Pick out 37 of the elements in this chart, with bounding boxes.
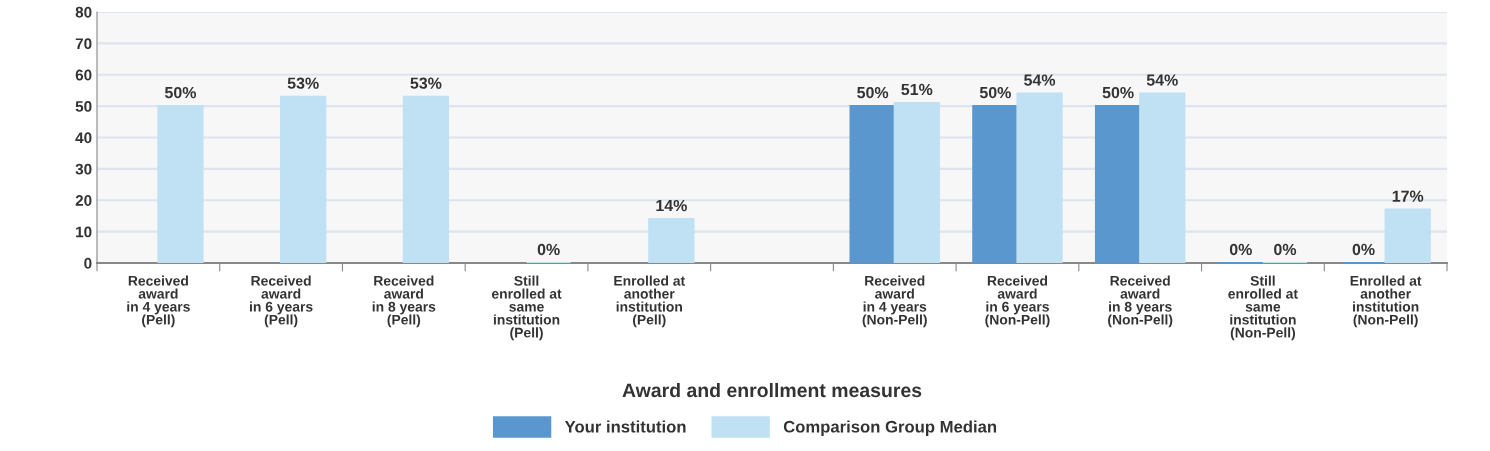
y-tick-label: 70: [75, 38, 92, 50]
data-label: 0%: [1274, 243, 1297, 256]
x-tick-label: Still enrolled at same institution (Pell): [491, 275, 562, 341]
y-tick-label: 30: [75, 163, 92, 175]
x-tick-label: Enrolled at another institution (Non-Pell): [1350, 275, 1422, 328]
x-axis-title: Award and enrollment measures: [622, 382, 922, 398]
y-tick-label: 60: [75, 69, 92, 81]
y-tick-label: 40: [75, 132, 92, 144]
x-tick-label: Received award in 6 years (Non-Pell): [985, 275, 1050, 328]
data-label: 14%: [656, 199, 687, 212]
data-label: 51%: [901, 83, 933, 96]
x-tick-label: Received award in 4 years (Pell): [127, 275, 190, 328]
data-label: 50%: [1102, 86, 1134, 99]
x-tick-label: Received award in 6 years (Pell): [250, 275, 313, 328]
data-label: 50%: [979, 86, 1011, 99]
data-label: 53%: [410, 77, 442, 89]
x-tick-label: Enrolled at another institution (Pell): [614, 275, 685, 328]
y-tick-label: 50: [75, 100, 92, 112]
data-label: 0%: [1229, 243, 1252, 256]
data-label: 50%: [857, 86, 889, 99]
data-label: 0%: [1352, 243, 1375, 256]
y-tick-label: 80: [75, 6, 92, 18]
data-label: 54%: [1024, 74, 1056, 86]
legend-label: Your institution: [564, 420, 686, 433]
data-label: 50%: [164, 86, 197, 99]
y-tick-label: 10: [76, 226, 92, 238]
data-label: 54%: [1146, 74, 1178, 86]
x-tick-label: Still enrolled at same institution (Non-Pell): [1228, 275, 1298, 341]
x-tick-label: Received award in 8 years (Pell): [372, 275, 436, 328]
data-label: 53%: [287, 77, 319, 89]
y-tick-label: 0: [84, 257, 92, 269]
data-label: 17%: [1392, 190, 1424, 202]
y-tick-label: 20: [75, 195, 92, 206]
data-label: 0%: [537, 243, 560, 256]
legend-label: Comparison Group Median: [783, 420, 997, 436]
x-tick-label: Received award in 4 years (Non-Pell): [862, 275, 927, 328]
x-tick-label: Received award in 8 years (Non-Pell): [1108, 275, 1173, 328]
